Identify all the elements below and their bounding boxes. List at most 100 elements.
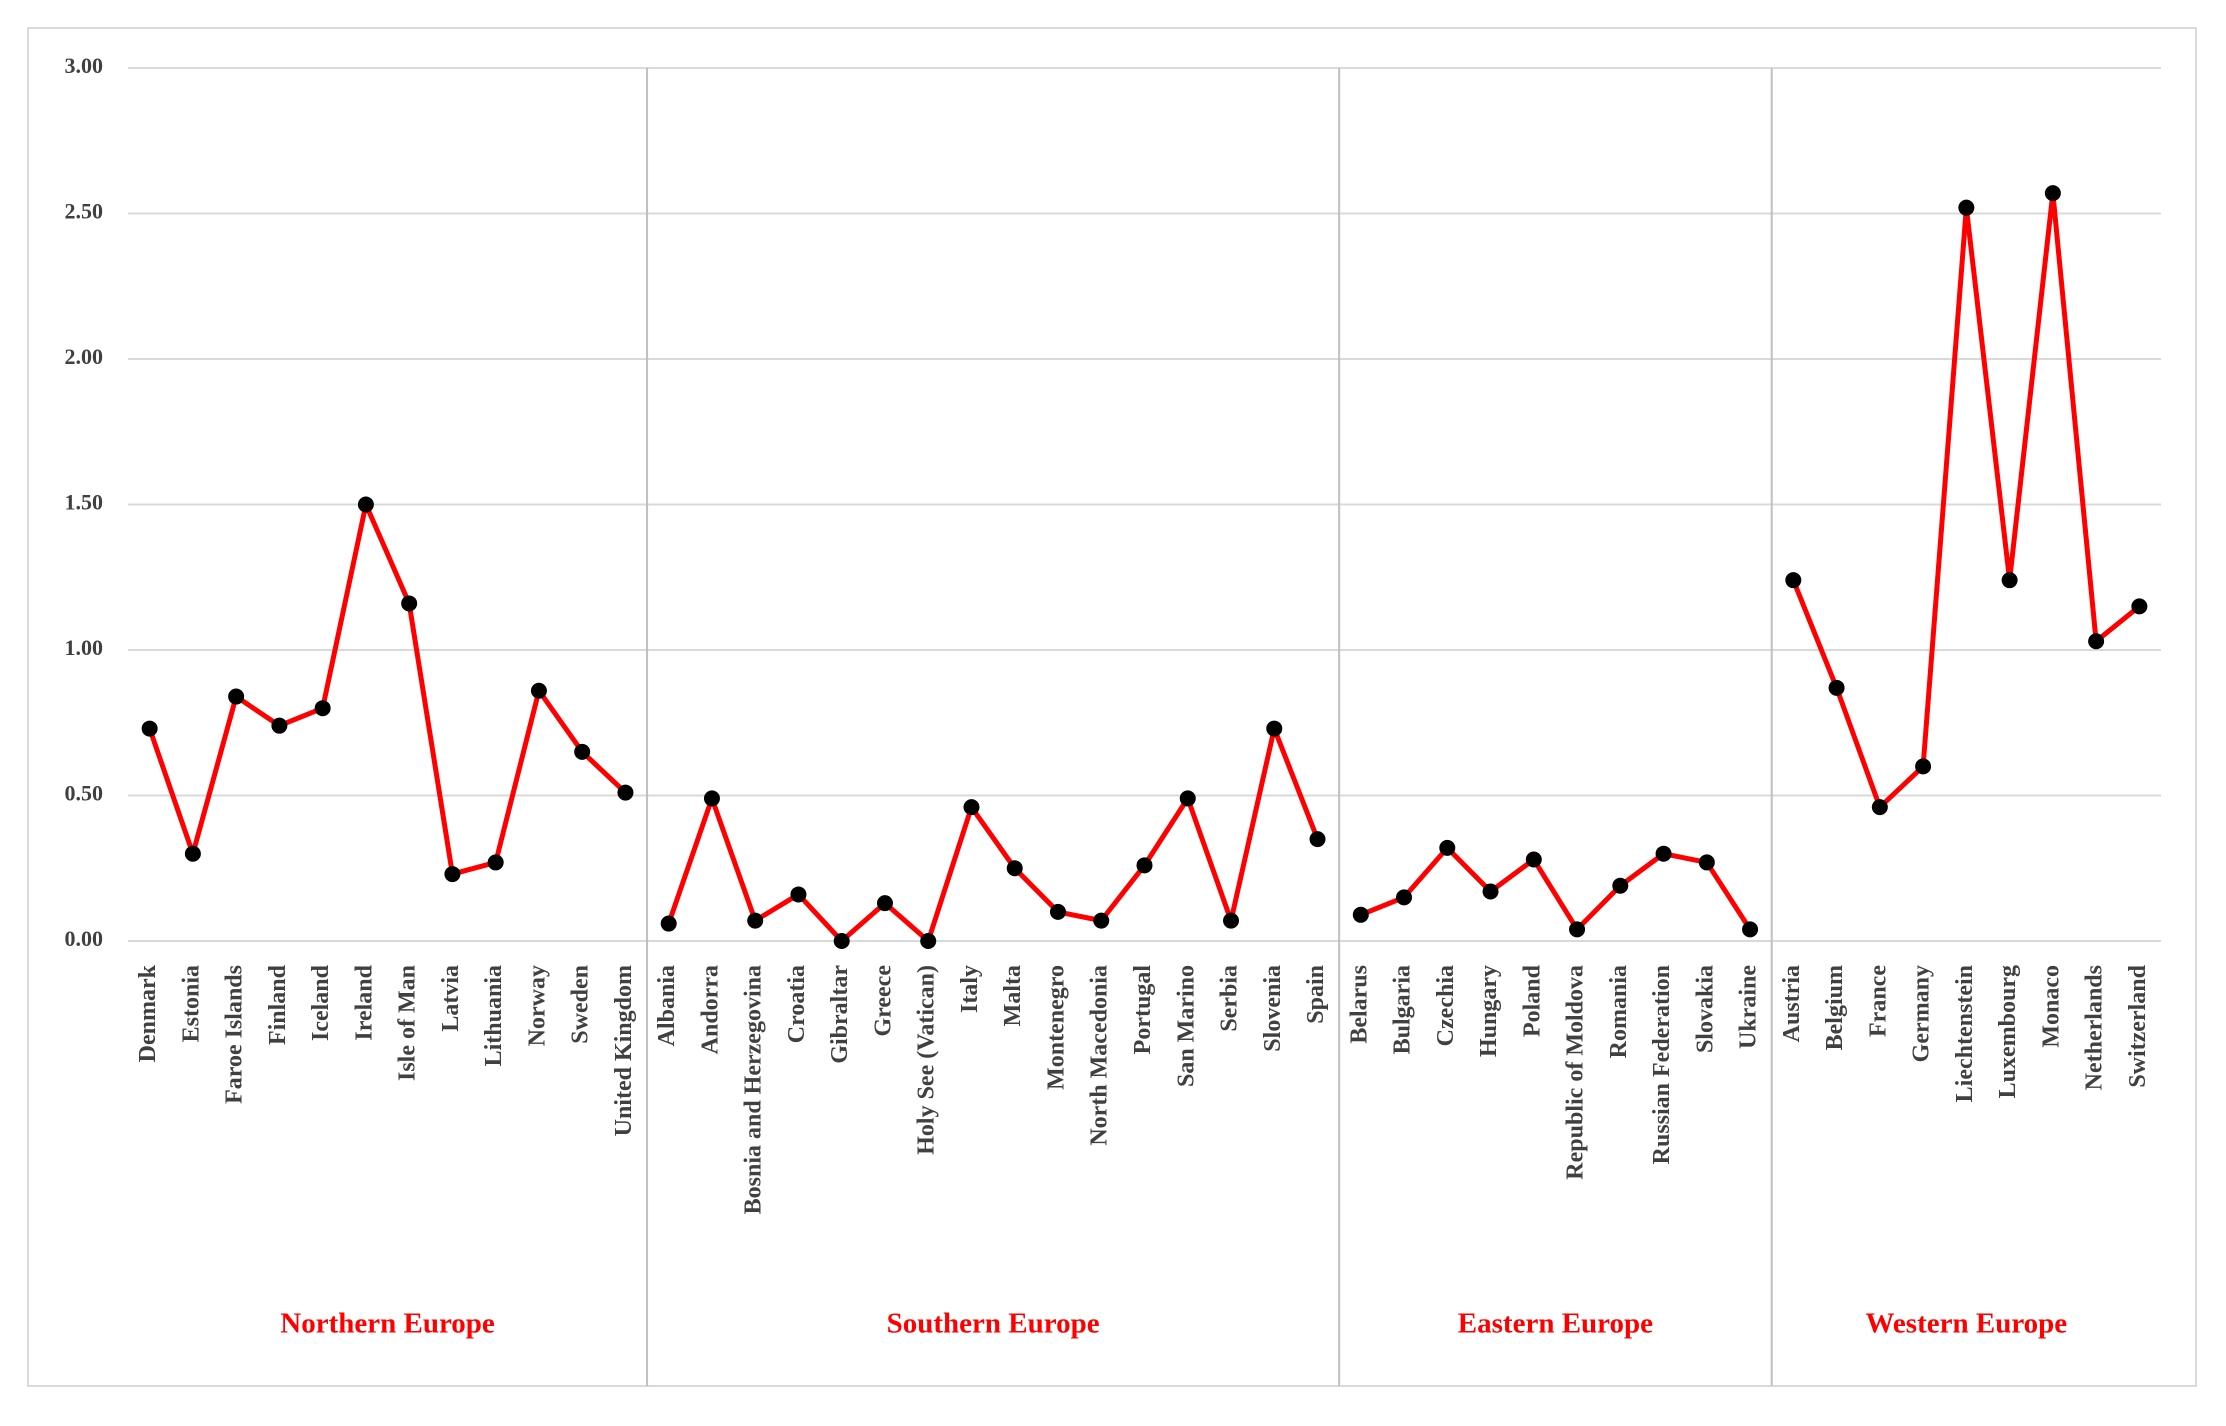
data-point [2001, 572, 2018, 589]
data-point [1179, 790, 1196, 807]
x-tick-label: North Macedonia [1087, 965, 1113, 1146]
data-point [1785, 572, 1802, 589]
x-tick-label: Serbia [1217, 965, 1243, 1032]
x-tick-label: Belarus [1346, 965, 1372, 1044]
data-point [747, 912, 764, 929]
x-tick-label: Russian Federation [1649, 965, 1675, 1164]
x-tick-label: Malta [1000, 965, 1026, 1026]
x-tick-label: Albania [654, 965, 680, 1046]
x-tick-label: Republic of Moldova [1563, 965, 1589, 1180]
data-point [2044, 185, 2061, 202]
x-tick-label: Slovakia [1692, 965, 1718, 1053]
data-point [2088, 633, 2105, 650]
y-tick-label: 1.50 [65, 490, 104, 515]
data-point [2131, 598, 2148, 615]
x-tick-label: United Kingdom [611, 965, 637, 1136]
x-tick-label: Montenegro [1043, 965, 1069, 1090]
data-point [1093, 912, 1110, 929]
x-tick-label: Monaco [2038, 965, 2064, 1048]
x-tick-label: Finland [265, 964, 291, 1045]
x-tick-label: Hungary [1476, 965, 1502, 1057]
data-point [703, 790, 720, 807]
data-point [1828, 679, 1845, 696]
x-tick-label: Ireland [351, 964, 377, 1040]
x-tick-label: Netherlands [2082, 965, 2108, 1090]
y-tick-label: 0.50 [65, 781, 104, 806]
data-point [314, 700, 331, 717]
data-point [1223, 912, 1240, 929]
data-point [1698, 854, 1715, 871]
data-point [1049, 903, 1066, 920]
x-tick-label: Denmark [135, 964, 161, 1062]
x-tick-label: Faroe Islands [222, 965, 248, 1104]
data-point [1915, 758, 1932, 775]
group-label: Western Europe [1866, 1308, 2068, 1340]
x-tick-label: Belgium [1822, 965, 1848, 1050]
x-tick-label: Liechtenstein [1952, 965, 1978, 1102]
x-tick-label: Latvia [438, 965, 464, 1032]
x-tick-label: Portugal [1130, 965, 1156, 1055]
group-label: Eastern Europe [1458, 1308, 1653, 1340]
x-tick-label: Italy [957, 965, 983, 1013]
y-tick-label: 3.00 [65, 53, 104, 78]
x-tick-label: Slovenia [1260, 965, 1286, 1052]
x-tick-label: Spain [1303, 965, 1329, 1024]
data-point [1266, 720, 1283, 737]
data-point [1569, 921, 1586, 938]
x-tick-label: Iceland [308, 964, 334, 1041]
x-tick-label: Holy See (Vatican) [914, 965, 940, 1155]
data-point [1309, 831, 1326, 848]
x-tick-label: San Marino [1173, 965, 1199, 1087]
data-point [1482, 883, 1499, 900]
x-tick-label: Bulgaria [1390, 965, 1416, 1054]
x-tick-label: Andorra [697, 965, 723, 1054]
x-tick-label: Luxembourg [1995, 965, 2021, 1098]
group-label: Northern Europe [280, 1308, 495, 1340]
data-point [790, 886, 807, 903]
x-tick-label: Sweden [568, 965, 594, 1044]
x-tick-label: Bosnia and Herzegovina [741, 965, 767, 1214]
x-tick-label: Estonia [178, 965, 204, 1042]
y-tick-label: 2.50 [65, 199, 104, 224]
group-label: Southern Europe [887, 1308, 1100, 1340]
x-tick-label: Poland [1519, 964, 1545, 1037]
data-point [228, 688, 245, 705]
data-point [617, 784, 634, 801]
data-point [1525, 851, 1542, 868]
data-line [1359, 845, 1753, 932]
data-point [357, 496, 374, 513]
x-tick-label: Gibraltar [827, 965, 853, 1064]
y-tick-label: 2.00 [65, 344, 104, 369]
y-tick-label: 0.00 [65, 926, 104, 951]
data-point [1136, 857, 1153, 874]
data-point [444, 866, 461, 883]
data-point [141, 720, 158, 737]
data-point [1439, 839, 1456, 856]
x-tick-label: Isle of Man [395, 965, 421, 1081]
data-point [660, 915, 677, 932]
chart-border [27, 27, 2197, 1387]
x-tick-label: Austria [1779, 965, 1805, 1042]
data-point [574, 743, 591, 760]
x-tick-label: Lithuania [481, 965, 507, 1066]
x-tick-label: Greece [870, 965, 896, 1037]
x-tick-label: Croatia [784, 965, 810, 1043]
data-point [1742, 921, 1759, 938]
data-point [1006, 860, 1023, 877]
data-point [184, 845, 201, 862]
data-point [920, 933, 937, 949]
x-tick-label: France [1865, 965, 1891, 1037]
data-point [530, 682, 547, 699]
data-line [147, 502, 628, 877]
data-point [487, 854, 504, 871]
x-tick-label: Germany [1909, 965, 1935, 1062]
data-point [1396, 889, 1413, 906]
data-point [1352, 906, 1369, 923]
data-point [1958, 199, 1975, 216]
data-point [401, 595, 418, 612]
y-tick-label: 1.00 [65, 635, 104, 660]
data-point [1655, 845, 1672, 862]
data-point [876, 895, 893, 912]
